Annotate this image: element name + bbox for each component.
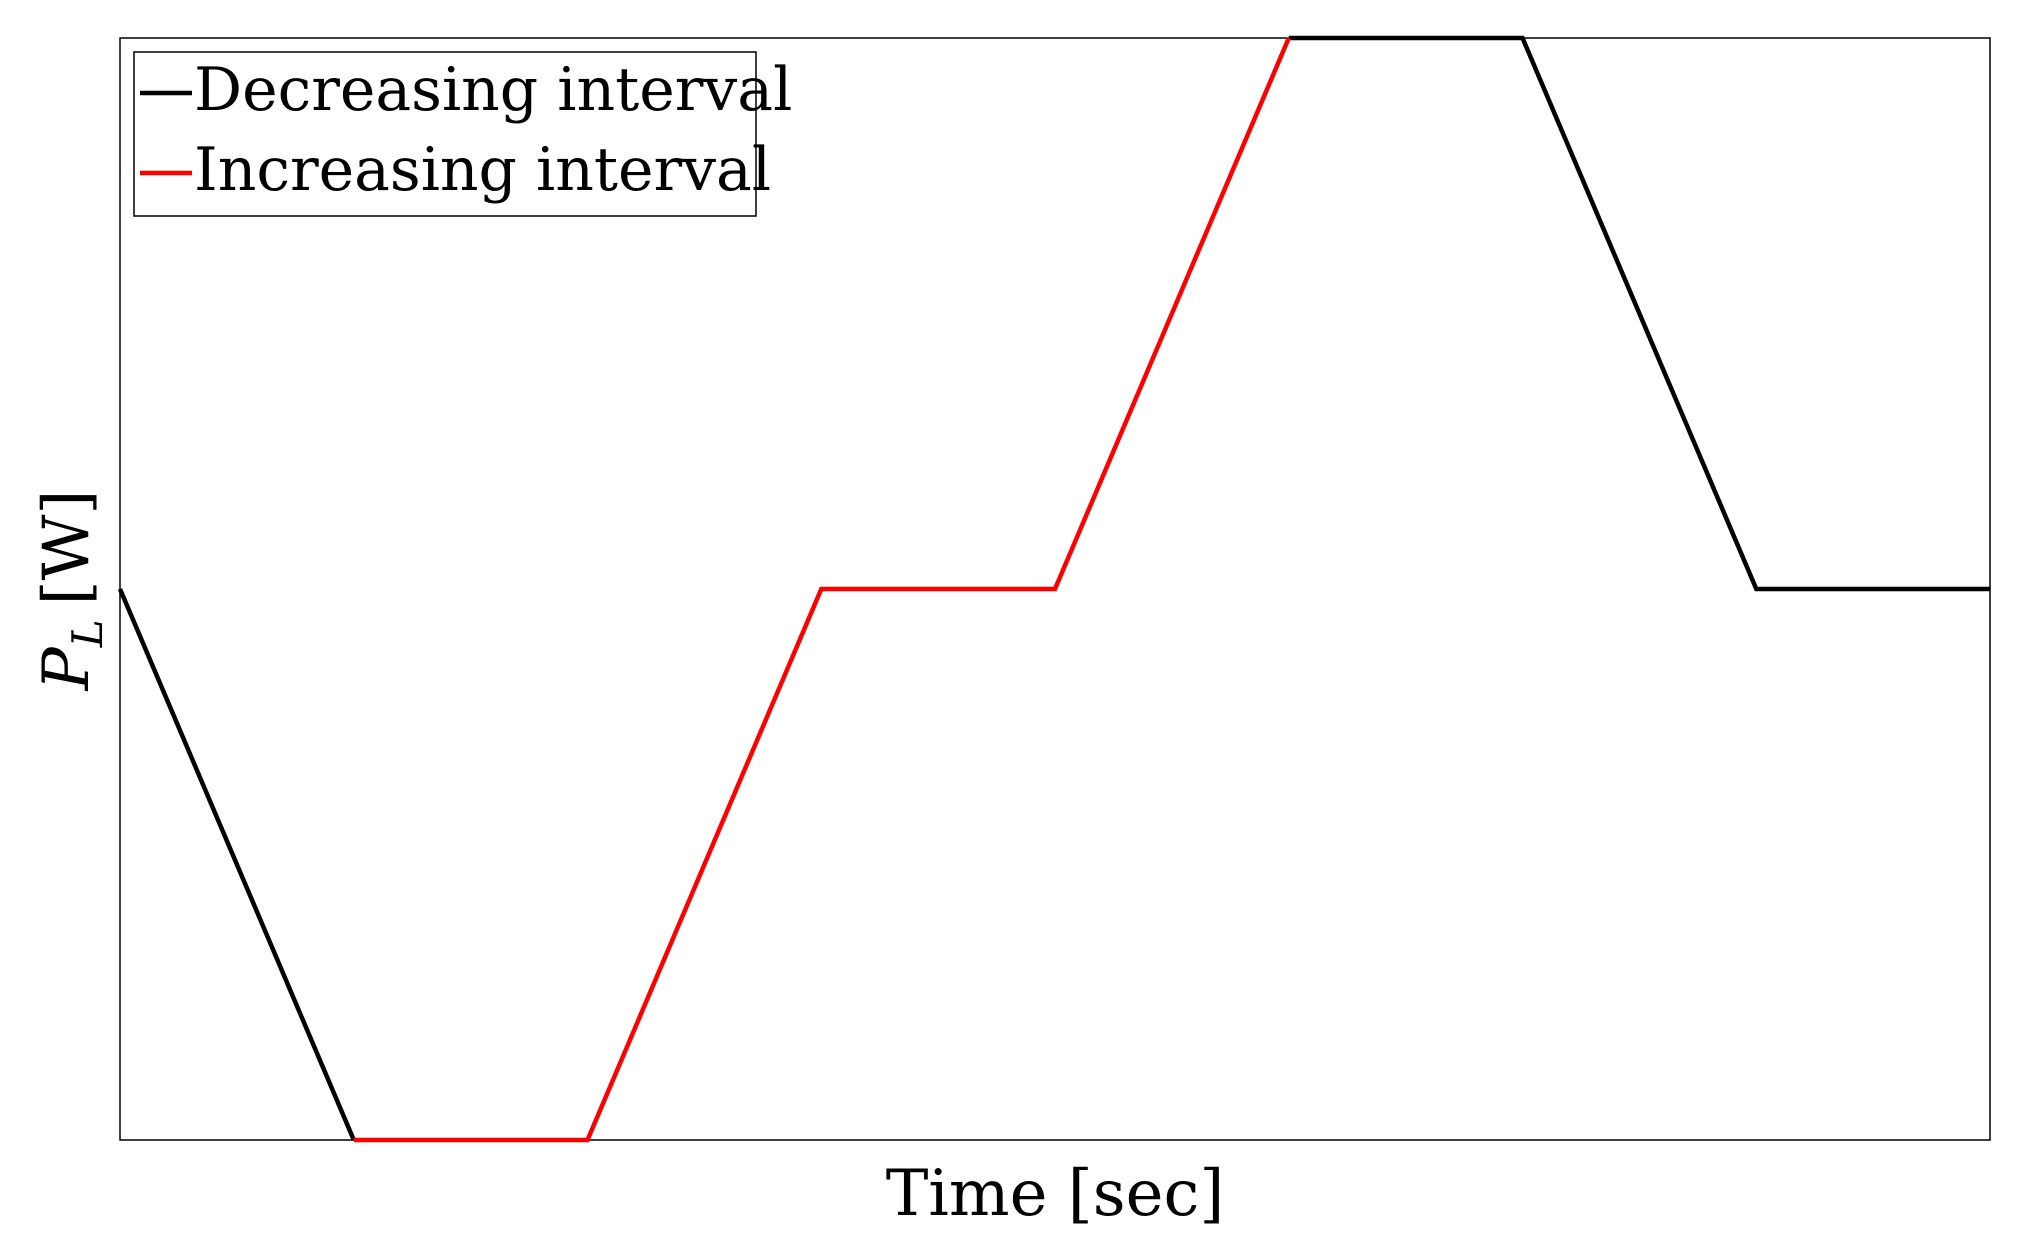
x-axis-label: Time [sec] xyxy=(886,1157,1225,1231)
y-axis-label-unit: [W] xyxy=(30,490,104,606)
y-axis-label: PL [W] xyxy=(30,490,112,692)
series-line-decreasing-interval-1 xyxy=(117,588,356,1141)
series-line-increasing-interval-1 xyxy=(353,37,1291,1143)
y-axis-label-subscript: L xyxy=(63,619,112,648)
legend-label-increasing: Increasing interval xyxy=(194,135,771,205)
series-layer xyxy=(117,35,1990,1143)
legend-box xyxy=(133,51,757,217)
legend-label-decreasing: Decreasing interval xyxy=(194,55,792,125)
legend: Decreasing interval Increasing interval xyxy=(133,51,792,217)
series-line-decreasing-interval-2 xyxy=(1288,35,1990,592)
y-axis-label-symbol: P xyxy=(30,646,104,691)
